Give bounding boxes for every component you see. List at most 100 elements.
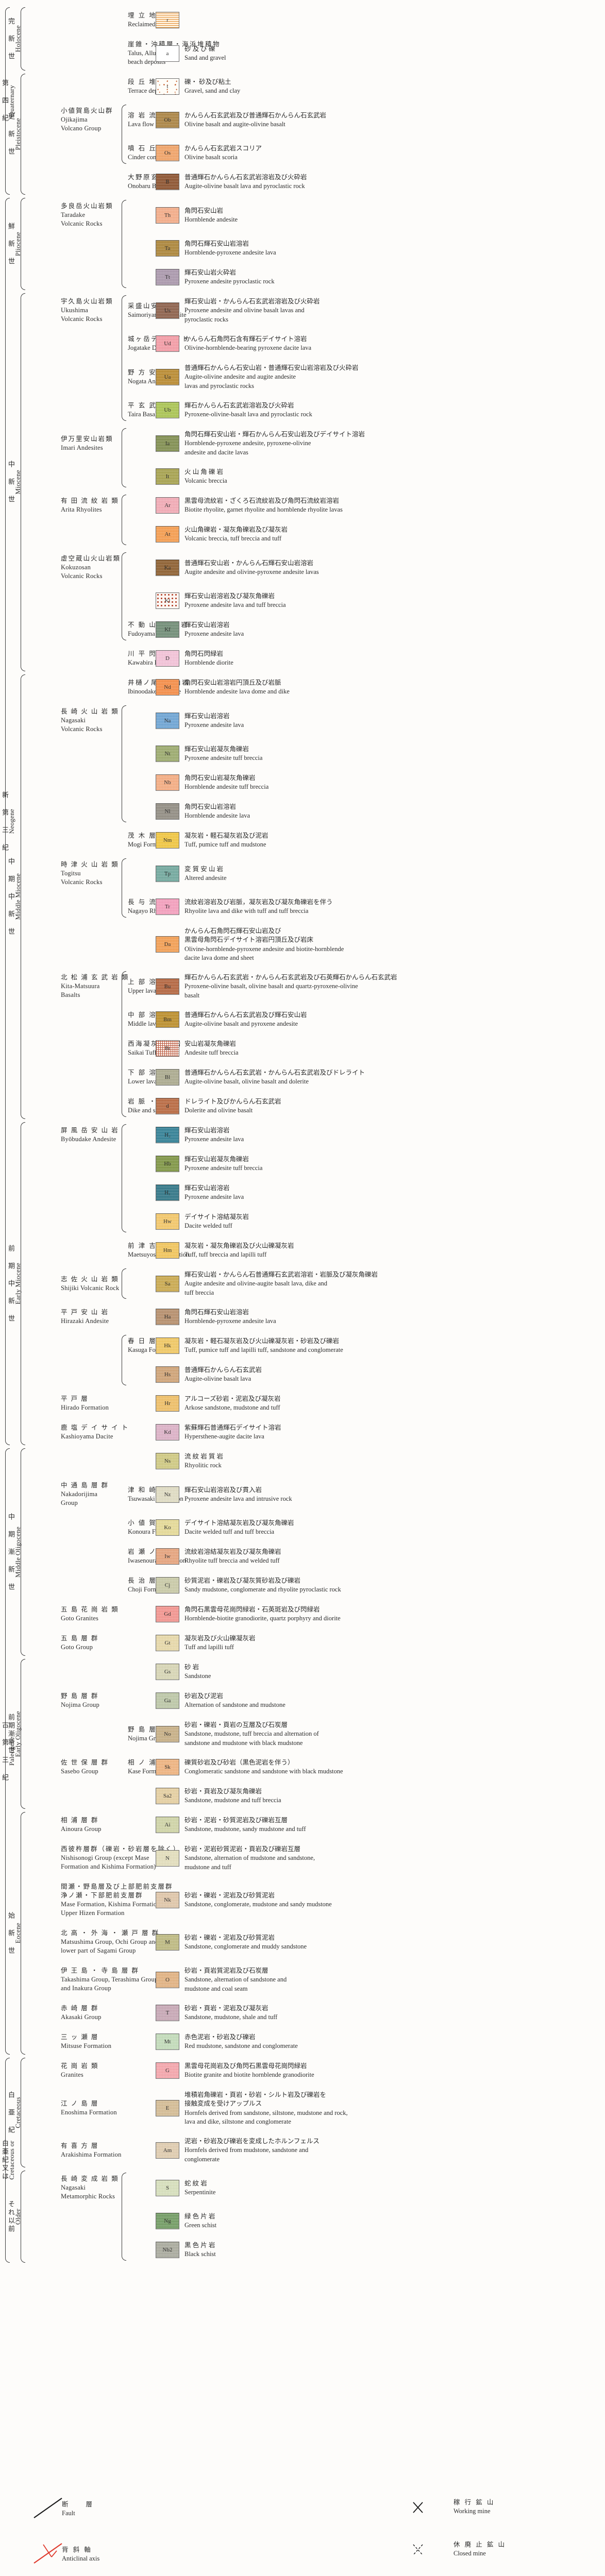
unit-group-label: 北 高 ・ 外 海 ・ 瀬 戸 層 群 Matsushima Group, Och…: [61, 1929, 158, 1955]
map-color-swatch: Hb: [156, 1156, 179, 1172]
epoch-label-jp: 完 新 世: [7, 17, 15, 61]
rock-description-jp: 砂 及 び 礫: [184, 45, 215, 53]
epoch-label-jp: 更 新 世: [7, 112, 15, 156]
map-color-swatch: Ga: [156, 1692, 179, 1709]
rock-description-en: Pyroxene andesite lava: [184, 721, 244, 729]
resource-symbol-label: 稼 行 鉱 山 Working mine: [453, 2498, 495, 2516]
rock-description-en: lavas and pyroclastic rocks: [184, 382, 255, 389]
map-color-swatch: Hw: [156, 1213, 179, 1230]
rock-description-en: mudstone and coal seam: [184, 1985, 248, 1992]
map-color-swatch: Ko: [156, 1519, 179, 1536]
map-color-swatch: Ud: [156, 335, 179, 352]
symbol-label-jp: 断 層: [62, 2501, 94, 2508]
unit-symbol-code: t: [166, 83, 169, 90]
unit-symbol-code: Ub: [164, 407, 171, 413]
rock-description-jp: 礫質砂岩及び砂岩（黒色泥岩を伴う）: [184, 1759, 294, 1766]
map-color-swatch: Cj: [156, 1577, 179, 1594]
unit-symbol-code: Nk: [164, 1897, 171, 1903]
unit-group-label: 小値賀島火山群 Ojikajima Volcano Group: [61, 107, 128, 133]
unit-symbol-code: It: [165, 473, 170, 480]
rock-description: 輝石安山岩溶岩 Pyroxene andesite lava: [184, 1184, 244, 1202]
rock-description: 流紋岩溶岩及び岩脈，凝灰岩及び凝灰角礫岩を伴う Rhyolite lava and…: [184, 898, 333, 916]
rock-description: 砂岩・礫岩・泥岩及び砂質泥岩 Sandstone, conglomerate, m…: [184, 1891, 332, 1909]
unit-symbol-code: Nt: [164, 751, 171, 757]
rock-description-en: Andesite tuff breccia: [184, 1049, 239, 1057]
rock-description-en: pyroclastic rocks: [184, 315, 229, 323]
rock-description-en: Hornblende andesite lava dome and dike: [184, 688, 290, 696]
rock-description: 砂岩・頁岩質泥岩及び石炭層 Sandstone, alternation of s…: [184, 1967, 287, 1993]
map-color-swatch: E: [156, 2100, 179, 2116]
rock-description-jp: デイサイト溶結凝灰岩: [184, 1213, 249, 1221]
unit-group-label: 三 ッ 瀬 層 Mitsuse Formation: [61, 2033, 128, 2050]
rock-description: 堆積岩角礫岩・頁岩・砂岩・シルト岩及び礫岩を 接触変成を受けアップルス Hornfe…: [184, 2091, 348, 2126]
unit-symbol-code: Na: [164, 718, 171, 724]
rock-description-jp: 普通輝石かんらん石玄武岩: [184, 1366, 262, 1374]
rock-description-jp: 黒雲母花崗岩及び角閃石黒雲母花崗閃緑岩: [184, 2062, 307, 2070]
rock-description: 輝石安山岩火砕岩 Pyroxene andesite pyroclastic ro…: [184, 268, 275, 286]
anticlinal-axis-icon: [31, 2539, 67, 2570]
rock-description-en: Augite-olivine basalt, olivine basalt an…: [184, 1078, 309, 1086]
group-name-en: Formation and Kishima Formation): [61, 1862, 156, 1870]
group-name-jp: 間瀬・野島層及び上部肥前支層群: [61, 1883, 173, 1890]
map-color-swatch: Gd: [156, 1606, 179, 1622]
rock-description-en: Rhyolite lava and dike with tuff and tuf…: [184, 907, 309, 915]
unit-group-brace: [122, 495, 126, 545]
rock-description-en: Augite andesite and olivine-pyroxene and…: [184, 568, 319, 576]
era-label-en: Cretaceous or: [8, 2141, 15, 2180]
rock-description: 砂 岩 Sandstone: [184, 1663, 211, 1681]
legend-row: 虚空蔵山火山岩類 Kokuzosan Volcanic Rocks Ka 普通輝石安山岩…: [0, 550, 605, 585]
map-color-swatch: Ub: [156, 402, 179, 418]
group-name-en: Takashima Group, Terashima Group: [61, 1975, 158, 1983]
rock-description-jp: 角閃石安山岩溶岩円頂丘及び岩脈: [184, 679, 281, 686]
unit-group-label: 有 田 流 紋 岩 類 Arita Rhyolites: [61, 497, 128, 514]
legend-row: Da かんらん石角閃石輝石安山岩及び 黒雲母角閃石デイサイト溶岩円頂丘及び岩床 Oli…: [0, 923, 605, 966]
map-color-swatch: Am: [156, 2142, 179, 2159]
legend-row: 五 島 花 崗 岩 類 Goto Granites Gd 角閃石黒雲母花崗閃緑岩・石英…: [0, 1601, 605, 1627]
map-color-swatch: Nt: [156, 745, 179, 762]
legend-row: 春 日 層 Kasuga Formation Hk 凝灰岩・軽石凝灰岩及び火山礫凝灰岩…: [0, 1333, 605, 1359]
map-color-swatch: Ua: [156, 369, 179, 385]
unit-symbol-code: Ng: [164, 2218, 171, 2224]
map-color-swatch: Na: [156, 713, 179, 729]
rock-description-jp: 輝石安山岩凝灰角礫岩: [184, 1156, 249, 1163]
era-label: 新 第 三 紀 Neogene: [1, 198, 15, 1445]
rock-description-jp: 角閃石安山岩凝灰角礫岩: [184, 774, 256, 782]
unit-symbol-code: Ta: [164, 245, 171, 251]
group-name-en: Hirado Formation: [61, 1403, 109, 1411]
group-name-en: Sasebo Group: [61, 1767, 98, 1775]
rock-description-jp: 輝石安山岩・かんらん石普通輝石玄武岩溶岩・岩脈及び凝灰角礫岩: [184, 1271, 378, 1278]
legend-row: 中 通 島 層 群 Nakadorijima Group 津 和 崎 層 Tsuwasa…: [0, 1477, 605, 1512]
symbol-label: 断 層 Fault: [62, 2500, 94, 2518]
rock-description-jp: ドレライト及びかんらん石玄武岩: [184, 1098, 281, 1105]
rock-description: 流 紋 岩 質 岩 Rhyolitic rock: [184, 1452, 223, 1470]
epoch-label-jp: 前 期 中 新 世: [7, 1244, 15, 1323]
unit-group-brace: [122, 971, 126, 1117]
unit-symbol-code: d: [166, 1103, 169, 1109]
resource-symbol-label: 休 廃 止 鉱 山 Closed mine: [453, 2540, 506, 2558]
unit-symbol-code: Nl: [164, 808, 171, 815]
legend-row: Kt 輝石安山岩溶岩及び凝灰角礫岩 Pyroxene andesite lava a…: [0, 588, 605, 614]
legend-row: Ng 緑 色 片 岩 Green schist: [0, 2208, 605, 2234]
rock-description: 緑 色 片 岩 Green schist: [184, 2212, 216, 2230]
rock-description: 砂岩・泥岩・砂質泥岩及び礫岩互層 Sandstone, mudstone, san…: [184, 1816, 306, 1834]
rock-description-jp: 泥岩・砂岩及び礫岩を変成したホルンフェルス: [184, 2138, 320, 2145]
map-color-swatch: Iw: [156, 1548, 179, 1565]
rock-description: 火山角礫岩・凝灰角礫岩及び凝灰岩 Volcanic breccia, tuff b…: [184, 526, 288, 544]
legend-row: Gs 砂 岩 Sandstone: [0, 1659, 605, 1685]
group-name-jp: 伊 王 島 ・ 寺 島 層 群: [61, 1967, 139, 1974]
map-color-swatch: Ka: [156, 560, 179, 576]
rock-description-en: dacite lava dome and sheet: [184, 954, 254, 961]
epoch-label: 鮮 新 世 Pliocene: [7, 198, 22, 290]
rock-description-en: Sandstone, mudstone, shale and tuff: [184, 2013, 278, 2021]
rock-description-en: Hornblende andesite lava: [184, 812, 250, 820]
map-color-swatch: Ha: [156, 1309, 179, 1325]
legend-row: 平 戸 安 山 岩 Hirazaki Andesite Ha 角閃石輝石安山岩溶岩 Ho…: [0, 1304, 605, 1330]
group-name-en: Arakishima Formation: [61, 2150, 122, 2158]
unit-name-jp: 茂 木 層: [128, 832, 157, 839]
rock-description-en: sandstone and mudstone with black mudsto…: [184, 1739, 303, 1747]
rock-description-en: Olivine-hornblende-pyroxene andesite and…: [184, 945, 344, 953]
resource-symbol-jp: 稼 行 鉱 山: [453, 2499, 495, 2506]
rock-description-jp: 角閃石輝石安山岩溶岩: [184, 240, 249, 247]
legend-row: 有 喜 方 層 Arakishima Formation Am 泥岩・砂岩及び礫岩を変…: [0, 2133, 605, 2167]
legend-row: 宇久島火山岩類 Ukushima Volcanic Rocks 采盛山安山岩 Saimo…: [0, 293, 605, 328]
